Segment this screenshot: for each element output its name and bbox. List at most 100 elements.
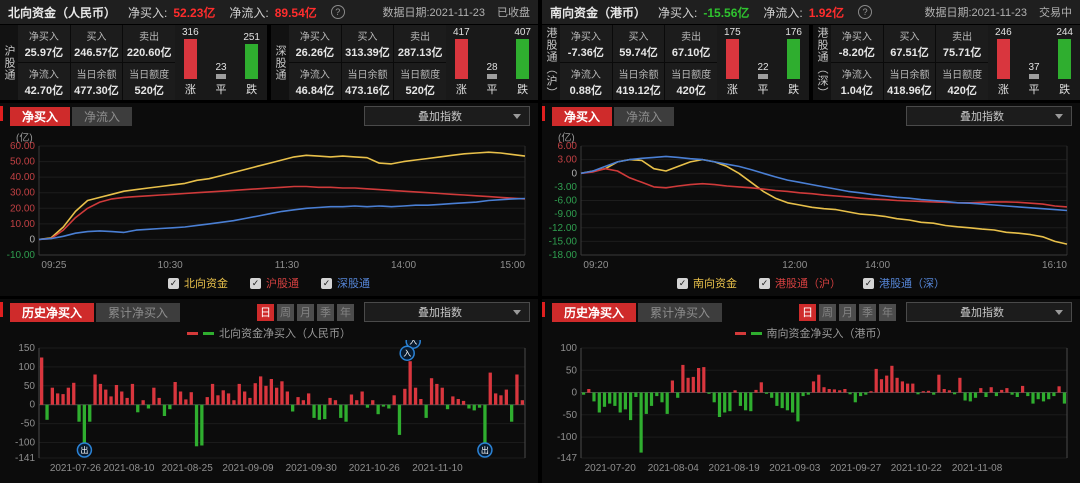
net-flow-value: 89.54亿 (274, 5, 317, 20)
help-icon[interactable]: ? (858, 5, 873, 19)
updown-column: 417 涨 (453, 27, 470, 96)
south-history-panel: 历史净买入 累计净买入 日 周 月 季 年 叠加指数 南向资金净买入（港 (542, 299, 1080, 483)
svg-text:11:30: 11:30 (275, 260, 300, 271)
net-buy-cell: 净买入 -8.20亿 (831, 25, 883, 62)
tab-cumulative-net-buy[interactable]: 累计净买入 (96, 302, 181, 322)
svg-text:60.00: 60.00 (10, 141, 35, 152)
overlay-index-dropdown[interactable]: 叠加指数 (364, 302, 530, 322)
checkbox-checked-icon[interactable]: ✓ (759, 277, 770, 289)
buy-cell: 买入 67.51亿 (883, 25, 936, 62)
period-year[interactable]: 年 (337, 303, 354, 321)
net-flow-cell: 净流入 46.84亿 (289, 63, 341, 100)
daily-balance-cell: 当日余额 418.96亿 (883, 63, 936, 100)
updown-column: 23 平 (215, 62, 227, 96)
svg-text:-141: -141 (15, 453, 35, 464)
svg-text:100: 100 (560, 343, 577, 354)
daily-quota-cell: 当日额度 420亿 (936, 63, 988, 100)
legend-hugutong[interactable]: ✓ 沪股通 (250, 277, 299, 290)
history-legend-title: 北向资金净买入（人民币） (219, 328, 351, 340)
north-intraday-line-chart[interactable]: 60.00 50.00 40.00 30.00 20.00 10.00 0 -10.00 09:… (1, 141, 537, 273)
help-icon[interactable]: ? (330, 5, 345, 19)
period-week[interactable]: 周 (277, 303, 294, 321)
svg-text:09:20: 09:20 (583, 260, 608, 271)
period-day[interactable]: 日 (257, 303, 274, 321)
checkbox-checked-icon[interactable]: ✓ (863, 277, 874, 289)
sell-cell: 卖出 287.13亿 (394, 25, 446, 62)
svg-text:12:00: 12:00 (782, 260, 807, 271)
period-quarter[interactable]: 季 (859, 303, 876, 321)
tab-history-net-buy[interactable]: 历史净买入 (10, 302, 95, 322)
net-buy-cell: 净买入 -7.36亿 (560, 25, 612, 62)
tab-history-net-buy[interactable]: 历史净买入 (552, 302, 637, 322)
svg-text:-6.00: -6.00 (554, 196, 577, 207)
updown-column: 407 跌 (514, 27, 531, 96)
overlay-index-dropdown[interactable]: 叠加指数 (906, 302, 1072, 322)
board-ganggutong-shen: 港股通（深） 净买入 -8.20亿 买入 67.51亿 卖出 75.71亿 净流入 1.… (813, 25, 1080, 100)
tab-net-flow[interactable]: 净流入 (72, 106, 133, 126)
chevron-down-icon (513, 309, 521, 315)
tab-accent (542, 106, 545, 121)
period-year[interactable]: 年 (879, 303, 896, 321)
tab-net-buy[interactable]: 净买入 (552, 106, 613, 126)
net-flow-label: 净流入: (229, 5, 269, 20)
legend-dash-green (203, 331, 214, 335)
checkbox-checked-icon[interactable]: ✓ (250, 277, 261, 289)
north-history-panel: 历史净买入 累计净买入 日 周 月 季 年 叠加指数 北向资金净买入（人 (0, 299, 538, 483)
svg-text:10:30: 10:30 (158, 260, 183, 271)
svg-text:09:25: 09:25 (41, 260, 66, 271)
svg-text:-100: -100 (557, 432, 577, 443)
advance-decline-bars: 417 涨 28 平 407 跌 (446, 25, 538, 100)
checkbox-checked-icon[interactable]: ✓ (321, 277, 332, 289)
svg-text:100: 100 (18, 362, 35, 373)
updown-column: 244 跌 (1056, 27, 1073, 96)
legend-ganggutong-shen[interactable]: ✓ 港股通（深） (863, 277, 945, 290)
legend-dash-red (187, 331, 198, 335)
legend-shengutong[interactable]: ✓ 深股通 (321, 277, 370, 290)
south-intraday-line-chart[interactable]: 6.00 3.00 0 -3.00 -6.00 -9.00 -12.00 -15.00 -18.… (543, 141, 1079, 273)
tab-cumulative-net-buy[interactable]: 累计净买入 (638, 302, 723, 322)
legend-ganggutong-hu[interactable]: ✓ 港股通（沪） (759, 277, 841, 290)
svg-text:-15.00: -15.00 (549, 236, 578, 247)
north-column: 北向资金（人民币） 净买入: 52.23亿 净流入: 89.54亿 ? 数据日期… (0, 0, 538, 483)
history-legend-title: 南向资金净买入（港币） (766, 328, 888, 340)
svg-text:2021-08-19: 2021-08-19 (709, 463, 761, 474)
legend-north-total[interactable]: ✓ 北向资金 (168, 277, 228, 290)
overlay-index-dropdown[interactable]: 叠加指数 (364, 106, 530, 126)
svg-text:50.00: 50.00 (10, 157, 35, 168)
legend-south-total[interactable]: ✓ 南向资金 (677, 277, 737, 290)
updown-column: 175 涨 (724, 27, 741, 96)
svg-text:2021-11-10: 2021-11-10 (412, 463, 463, 474)
overlay-index-dropdown[interactable]: 叠加指数 (906, 106, 1072, 126)
tab-net-buy[interactable]: 净买入 (10, 106, 71, 126)
axis-unit-label: (亿) (16, 133, 33, 144)
updown-column: 176 跌 (785, 27, 802, 96)
board-name: 深股通 (271, 25, 289, 100)
advance-decline-bars: 316 涨 23 平 251 跌 (175, 25, 267, 100)
tab-accent (0, 106, 3, 121)
tab-accent (0, 302, 3, 317)
period-month[interactable]: 月 (297, 303, 314, 321)
period-day[interactable]: 日 (799, 303, 816, 321)
north-history-bar-chart[interactable]: 150 100 50 0 -50 -100 -141 2021-07-26 2021-08-10… (1, 340, 537, 476)
period-month[interactable]: 月 (839, 303, 856, 321)
period-selector: 日 周 月 季 年 (257, 303, 354, 321)
daily-quota-cell: 当日额度 520亿 (123, 63, 175, 100)
svg-text:2021-08-10: 2021-08-10 (103, 463, 155, 474)
board-name: 港股通（深） (813, 25, 831, 100)
svg-text:出: 出 (80, 445, 88, 455)
net-flow-cell: 净流入 42.70亿 (18, 63, 70, 100)
svg-text:15:00: 15:00 (500, 260, 525, 271)
tab-net-flow[interactable]: 净流入 (614, 106, 675, 126)
svg-text:-12.00: -12.00 (549, 223, 578, 234)
period-week[interactable]: 周 (819, 303, 836, 321)
svg-text:0: 0 (29, 400, 35, 411)
daily-quota-cell: 当日额度 420亿 (665, 63, 717, 100)
chevron-down-icon (513, 113, 521, 119)
south-title: 南向资金（港币） (550, 5, 647, 20)
chevron-down-icon (1055, 309, 1063, 315)
checkbox-checked-icon[interactable]: ✓ (168, 277, 179, 289)
period-quarter[interactable]: 季 (317, 303, 334, 321)
checkbox-checked-icon[interactable]: ✓ (677, 277, 688, 289)
south-history-bar-chart[interactable]: 100 50 0 -50 -100 -147 2021-07-20 2021-08-04 202… (543, 340, 1079, 476)
